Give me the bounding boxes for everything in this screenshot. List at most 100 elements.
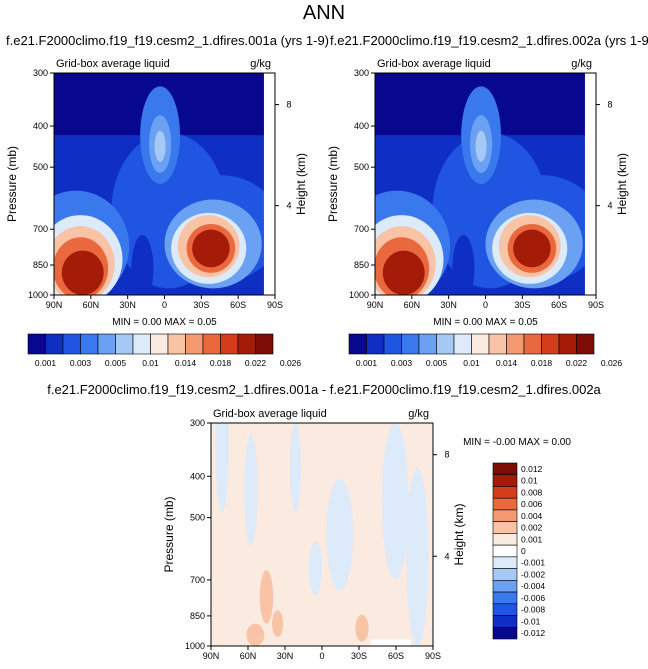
colorbar-label: -0.001 <box>521 558 545 568</box>
panel1-field <box>54 73 275 295</box>
x-tick-label: 60N <box>404 300 421 310</box>
y-tick-label: 1000 <box>185 641 205 651</box>
panel2-title: f.e21.F2000climo.f19_f19.cesm2_1.dfires.… <box>330 33 648 48</box>
x-tick-label: 0 <box>162 300 167 310</box>
colorbar-box <box>453 333 472 355</box>
field-nodata <box>584 73 596 295</box>
panel3-title: f.e21.F2000climo.f19_f19.cesm2_1.dfires.… <box>47 382 601 397</box>
colorbar-box <box>115 333 134 355</box>
colorbar-label: 0.01 <box>521 476 538 486</box>
x-tick-label: 0 <box>483 300 488 310</box>
y-tick-label: 400 <box>190 471 205 481</box>
colorbar-box <box>45 333 64 355</box>
colorbar-box <box>492 509 518 522</box>
x-tick-label: 60S <box>230 300 246 310</box>
diff-positive <box>272 610 284 638</box>
panel1-title: f.e21.F2000climo.f19_f19.cesm2_1.dfires.… <box>6 33 330 48</box>
colorbar-box <box>220 333 239 355</box>
field-upper <box>475 130 487 162</box>
colorbar-box <box>97 333 116 355</box>
y-right-tick-label: 4 <box>444 551 449 561</box>
field-sh <box>192 229 230 268</box>
x-tick-label: 90S <box>267 300 283 310</box>
colorbar-label: 0.003 <box>70 358 92 368</box>
colorbar-box <box>492 486 518 499</box>
colorbar-box <box>492 544 518 558</box>
y-tick-label: 300 <box>190 418 205 428</box>
panel1-minmax: MIN = 0.00 MAX = 0.05 <box>112 317 217 328</box>
colorbar-label: 0.012 <box>521 464 543 474</box>
colorbar-box <box>132 333 151 355</box>
diff-negative <box>215 423 229 513</box>
y-right-axis-label: Height (km) <box>615 153 629 215</box>
y-tick-label: 850 <box>354 260 369 270</box>
x-tick-label: 90S <box>588 300 604 310</box>
x-tick-label: 90N <box>367 300 384 310</box>
x-tick-label: 60S <box>388 651 404 661</box>
colorbar-box <box>150 333 169 355</box>
x-tick-label: 30N <box>440 300 457 310</box>
y-right-tick-label: 8 <box>286 100 291 110</box>
colorbar-box <box>27 333 46 355</box>
field-nodata <box>263 73 275 295</box>
colorbar-box <box>366 333 385 355</box>
panel2-minmax: MIN = 0.00 MAX = 0.05 <box>433 317 538 328</box>
colorbar-label: 0.001 <box>521 534 543 544</box>
x-tick-label: 30S <box>193 300 209 310</box>
y-tick-label: 1000 <box>28 290 48 300</box>
panel3-minmax: MIN = -0.00 MAX = 0.00 <box>463 437 571 448</box>
y-tick-label: 500 <box>190 513 205 523</box>
panel-units: g/kg <box>408 408 429 420</box>
colorbar-box <box>492 568 518 581</box>
x-tick-label: 60N <box>240 651 257 661</box>
colorbar-label: 0.018 <box>531 358 553 368</box>
colorbar-label: 0 <box>521 546 526 556</box>
colorbar-label: 0.002 <box>521 523 543 533</box>
colorbar-box <box>492 497 518 511</box>
x-tick-label: 30S <box>351 651 367 661</box>
x-tick-label: 90S <box>425 651 441 661</box>
colorbar-box <box>383 333 402 355</box>
colorbar-box <box>492 533 518 546</box>
colorbar-label: 0.005 <box>426 358 448 368</box>
panel-units: g/kg <box>250 58 271 70</box>
diff-positive <box>355 614 369 642</box>
colorbar-label: 0.018 <box>210 358 232 368</box>
y-tick-label: 1000 <box>349 290 369 300</box>
diff-positive <box>259 570 274 624</box>
y-right-tick-label: 8 <box>444 450 449 460</box>
panel-subtitle: Grid-box average liquid <box>377 58 491 70</box>
colorbar-label: -0.006 <box>521 593 545 603</box>
colorbar-box <box>62 333 81 355</box>
y-axis-label: Pressure (mb) <box>5 146 19 222</box>
colorbar-label: 0.008 <box>521 487 543 497</box>
colorbar-box <box>492 462 518 476</box>
colorbar-box <box>492 603 518 616</box>
colorbar-label: -0.004 <box>521 581 545 591</box>
colorbar-box <box>471 333 490 355</box>
x-tick-label: 90N <box>46 300 63 310</box>
colorbar-box <box>576 333 595 355</box>
colorbar-label: -0.012 <box>521 628 545 638</box>
colorbar-label: 0.01 <box>142 358 159 368</box>
panel-subtitle: Grid-box average liquid <box>213 408 327 420</box>
colorbar-label: 0.022 <box>245 358 267 368</box>
y-axis-label: Pressure (mb) <box>162 496 176 572</box>
y-tick-label: 500 <box>354 162 369 172</box>
y-tick-label: 300 <box>33 68 48 78</box>
colorbar-label: 0.01 <box>463 358 480 368</box>
colorbar-label: 0.001 <box>356 358 378 368</box>
colorbar-box <box>492 580 518 593</box>
y-tick-label: 300 <box>354 68 369 78</box>
y-right-tick-label: 4 <box>607 201 612 211</box>
colorbar-box <box>541 333 560 355</box>
colorbar-box <box>492 626 518 640</box>
y-right-axis-label: Height (km) <box>294 153 308 215</box>
colorbar-box <box>492 474 518 487</box>
y-axis-label: Pressure (mb) <box>326 146 340 222</box>
colorbar-label: 0.004 <box>521 511 543 521</box>
y-tick-label: 700 <box>33 224 48 234</box>
colorbar-box <box>348 333 367 355</box>
colorbar-box <box>506 333 525 355</box>
field-nodata <box>370 639 411 646</box>
